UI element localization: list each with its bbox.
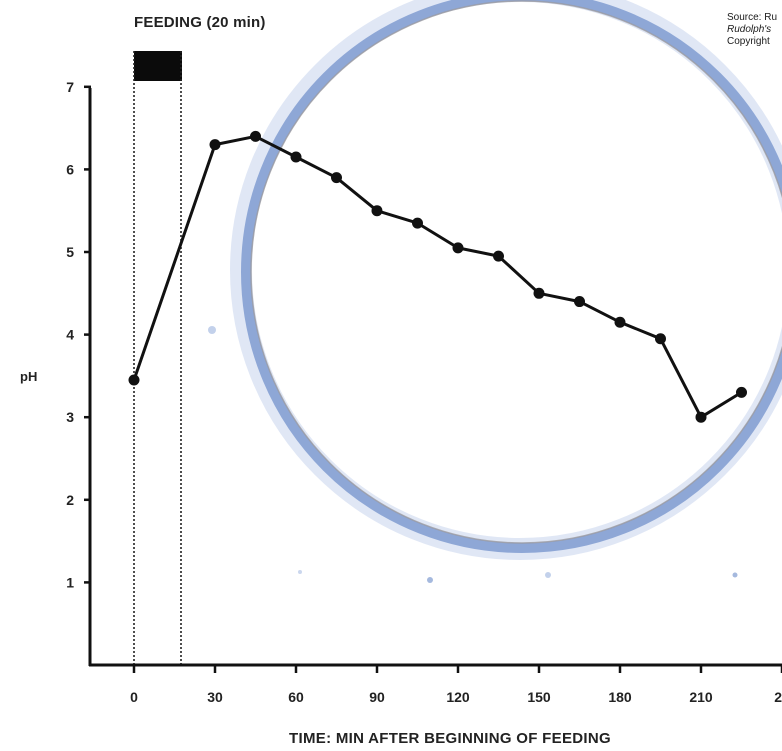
y-tick-label: 5 [66, 244, 74, 260]
ph-data-point [493, 250, 504, 262]
x-tick-label: 120 [446, 689, 470, 705]
source-note-line3: Copyright [727, 36, 770, 47]
y-tick-label: 7 [66, 79, 74, 95]
y-tick-label: 2 [66, 492, 74, 508]
ph-data-point [452, 242, 464, 254]
ph-data-point [290, 151, 302, 163]
ph-data-point [533, 287, 545, 299]
ph-data-point [412, 217, 423, 229]
source-note-line2: Rudolph's [727, 24, 772, 35]
y-axis-title: pH [20, 369, 38, 384]
y-tick-label: 6 [66, 161, 74, 177]
x-tick-label: 60 [288, 689, 304, 705]
ph-data-point [128, 374, 140, 386]
ph-data-point [371, 205, 383, 217]
source-note-line1: Source: Ru [727, 12, 778, 23]
x-tick-label: 90 [369, 689, 385, 705]
x-tick-label: 30 [207, 689, 223, 705]
feeding-annotation: FEEDING (20 min) [134, 14, 266, 31]
x-tick-label: 210 [689, 689, 713, 705]
y-tick-label: 3 [66, 409, 74, 425]
ph-data-point [614, 316, 626, 328]
y-tick-group: 1 2 3 4 5 6 7 [66, 79, 91, 590]
ph-data-point [250, 130, 261, 142]
y-tick-label: 1 [66, 574, 74, 590]
ph-data-point [695, 411, 707, 423]
x-axis-title: TIME: MIN AFTER BEGINNING OF FEEDING [289, 730, 611, 747]
x-tick-label: 0 [130, 689, 138, 705]
source-note: Source: Ru Rudolph's Copyright [727, 12, 777, 48]
x-tick-label: 24 [774, 689, 782, 705]
ph-data-point [736, 386, 747, 398]
y-tick-label: 4 [66, 327, 74, 343]
series-layer [128, 130, 747, 423]
ph-data-point [655, 333, 666, 345]
ph-data-point [331, 172, 342, 184]
feeding-bar [134, 51, 182, 81]
watermark-ring [208, 0, 782, 583]
x-tick-group: 0 30 60 90 120 150 180 210 24 [130, 664, 782, 705]
x-tick-label: 150 [527, 689, 551, 705]
x-tick-label: 180 [608, 689, 632, 705]
ph-data-point [574, 296, 585, 308]
ph-data-point [209, 139, 221, 151]
ph-series-line [132, 134, 743, 419]
